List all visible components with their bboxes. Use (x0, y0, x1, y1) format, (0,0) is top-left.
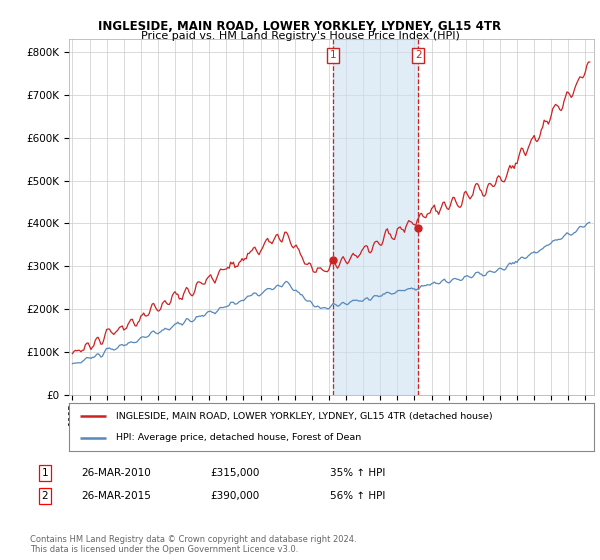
Text: INGLESIDE, MAIN ROAD, LOWER YORKLEY, LYDNEY, GL15 4TR (detached house): INGLESIDE, MAIN ROAD, LOWER YORKLEY, LYD… (116, 412, 493, 421)
Text: £390,000: £390,000 (210, 491, 259, 501)
Text: HPI: Average price, detached house, Forest of Dean: HPI: Average price, detached house, Fore… (116, 433, 361, 442)
Text: Contains HM Land Registry data © Crown copyright and database right 2024.
This d: Contains HM Land Registry data © Crown c… (30, 535, 356, 554)
Text: 2: 2 (41, 491, 49, 501)
Text: 26-MAR-2010: 26-MAR-2010 (81, 468, 151, 478)
Text: 2: 2 (415, 50, 422, 60)
Text: 35% ↑ HPI: 35% ↑ HPI (330, 468, 385, 478)
Text: 56% ↑ HPI: 56% ↑ HPI (330, 491, 385, 501)
Text: 1: 1 (329, 50, 336, 60)
Text: 1: 1 (41, 468, 49, 478)
Text: 26-MAR-2015: 26-MAR-2015 (81, 491, 151, 501)
Text: £315,000: £315,000 (210, 468, 259, 478)
Text: Price paid vs. HM Land Registry's House Price Index (HPI): Price paid vs. HM Land Registry's House … (140, 31, 460, 41)
Bar (333, 39, 418, 395)
Text: INGLESIDE, MAIN ROAD, LOWER YORKLEY, LYDNEY, GL15 4TR: INGLESIDE, MAIN ROAD, LOWER YORKLEY, LYD… (98, 20, 502, 32)
